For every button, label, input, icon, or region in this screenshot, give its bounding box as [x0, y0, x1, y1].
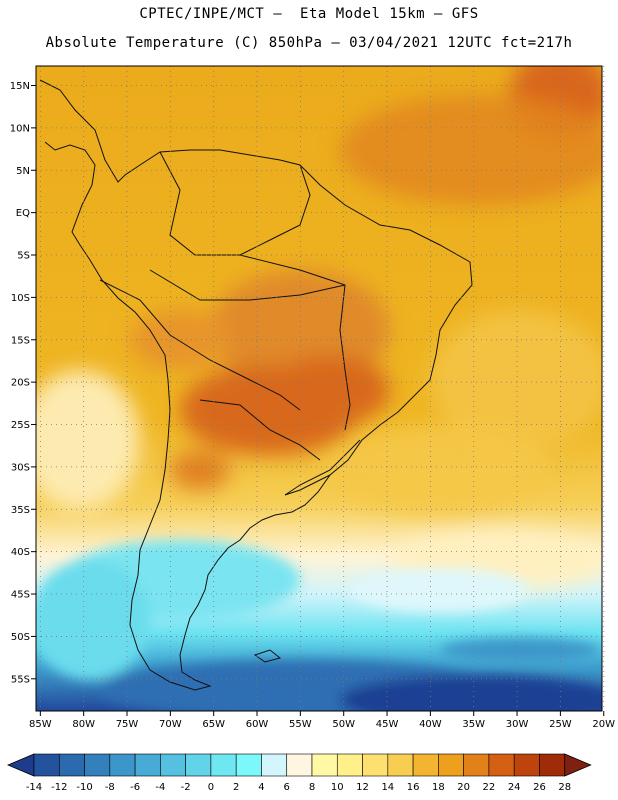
colorbar-label: -6 — [130, 782, 140, 793]
chart-title-line2: Absolute Temperature (C) 850hPa – 03/04/… — [45, 35, 573, 51]
lon-label: 40W — [419, 719, 442, 730]
colorbar-bin — [235, 753, 262, 777]
colorbar-bin — [185, 753, 212, 777]
lon-label: 60W — [246, 719, 269, 730]
colorbar-labels: -14 -12 -10 -8 -6 -4 -2 0 2 4 6 8 10 12 14 16 18 20 22 24 26… — [26, 782, 571, 793]
latitude-labels: 15N 10N 5N EQ 5S 10S 15S 20S 25S 30S 35S 40S 45S 50S 5… — [10, 81, 30, 685]
colorbar-label: 8 — [309, 782, 315, 793]
colorbar-label: 14 — [381, 782, 394, 793]
colorbar-bin — [311, 753, 338, 777]
colorbar — [6, 753, 592, 777]
colorbar-label: 28 — [558, 782, 571, 793]
colorbar-label: -4 — [155, 782, 165, 793]
lon-label: 45W — [376, 719, 399, 730]
lat-label: EQ — [16, 208, 30, 219]
plot-frame — [35, 65, 603, 712]
colorbar-label: 10 — [331, 782, 344, 793]
lat-label: 5N — [16, 166, 30, 177]
colorbar-bin — [84, 753, 111, 777]
colorbar-bin — [109, 753, 136, 777]
colorbar-label: -12 — [51, 782, 67, 793]
lat-label: 55S — [11, 674, 30, 685]
colorbar-label: 24 — [508, 782, 521, 793]
colorbar-bin — [134, 753, 161, 777]
lat-lon-grid — [31, 66, 605, 716]
lat-label: 15N — [10, 81, 30, 92]
colorbar-bin — [387, 753, 414, 777]
colorbar-bin — [539, 753, 566, 777]
colorbar-bin — [33, 753, 60, 777]
colorbar-bin — [488, 753, 515, 777]
colorbar-bin — [463, 753, 490, 777]
colorbar-bin — [513, 753, 540, 777]
colorbar-label: 12 — [356, 782, 369, 793]
colorbar-label: 20 — [457, 782, 470, 793]
lat-label: 30S — [11, 462, 30, 473]
colorbar-high-arrow — [564, 753, 592, 777]
lon-label: 85W — [29, 719, 52, 730]
colorbar-label: 22 — [483, 782, 496, 793]
coastlines — [39, 79, 473, 691]
colorbar-label: 26 — [533, 782, 546, 793]
colorbar-bin — [438, 753, 464, 777]
colorbar-label: -10 — [76, 782, 92, 793]
colorbar-label: 0 — [208, 782, 214, 793]
colorbar-label: -2 — [181, 782, 191, 793]
lon-label: 35W — [462, 719, 485, 730]
lon-label: 20W — [592, 719, 615, 730]
lon-label: 80W — [72, 719, 95, 730]
colorbar-bin — [160, 753, 186, 777]
lat-label: 10N — [10, 123, 30, 134]
colorbar-bin — [362, 753, 389, 777]
lat-label: 5S — [17, 251, 30, 262]
chart-title-line1: CPTEC/INPE/MCT – Eta Model 15km – GFS — [139, 6, 479, 22]
lat-label: 15S — [11, 335, 30, 346]
colorbar-label: 6 — [284, 782, 290, 793]
lat-label: 10S — [11, 293, 30, 304]
lat-label: 25S — [11, 420, 30, 431]
colorbar-label: 16 — [407, 782, 420, 793]
lon-label: 30W — [506, 719, 529, 730]
lat-label: 20S — [11, 378, 30, 389]
colorbar-bin — [210, 753, 237, 777]
lon-label: 65W — [202, 719, 225, 730]
colorbar-bin — [336, 753, 363, 777]
colorbar-bin — [58, 753, 85, 777]
longitude-labels: 85W 80W 75W 70W 65W 60W 55W 50W 45W 40W 35W 30W 25W 2… — [29, 719, 615, 730]
colorbar-bin — [412, 753, 439, 777]
lat-label: 40S — [11, 547, 30, 558]
lat-label: 35S — [11, 505, 30, 516]
lat-label: 50S — [11, 632, 30, 643]
colorbar-label: -8 — [105, 782, 115, 793]
colorbar-low-arrow — [6, 753, 35, 777]
colorbar-label: 4 — [258, 782, 264, 793]
lon-label: 25W — [549, 719, 572, 730]
colorbar-label: 2 — [233, 782, 239, 793]
lat-label: 45S — [11, 590, 30, 601]
lon-label: 55W — [289, 719, 312, 730]
colorbar-label: -14 — [26, 782, 42, 793]
lon-label: 50W — [332, 719, 355, 730]
lon-label: 70W — [159, 719, 182, 730]
temperature-field — [36, 66, 602, 711]
colorbar-bin — [261, 753, 288, 777]
colorbar-label: 18 — [432, 782, 445, 793]
colorbar-bin — [286, 753, 313, 777]
lon-label: 75W — [116, 719, 139, 730]
